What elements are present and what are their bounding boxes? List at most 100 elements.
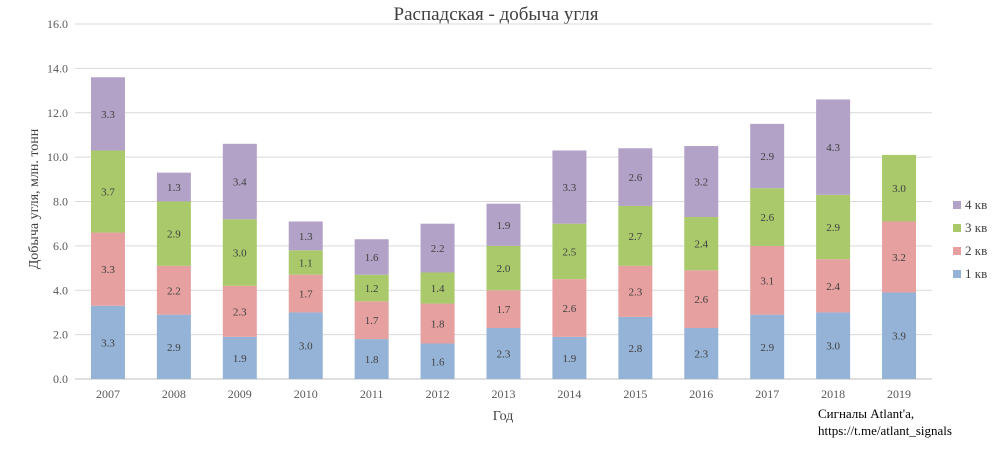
bar-segment bbox=[552, 279, 587, 337]
bar-segment bbox=[882, 292, 917, 379]
bar-segment bbox=[354, 301, 389, 340]
bar-segment bbox=[816, 99, 851, 195]
bar-segment bbox=[222, 143, 257, 220]
data-label: 1.8 bbox=[365, 354, 379, 366]
bar-segment bbox=[816, 312, 851, 379]
data-label: 1.9 bbox=[563, 353, 577, 365]
x-axis-title: Год bbox=[493, 409, 514, 424]
x-tick-label: 2008 bbox=[162, 387, 186, 401]
legend-label: 2 кв bbox=[965, 243, 987, 258]
data-label: 2.9 bbox=[167, 229, 181, 241]
legend-swatch bbox=[953, 224, 961, 232]
bar-segment bbox=[882, 154, 917, 222]
bar-segment bbox=[486, 203, 521, 246]
data-label: 2.9 bbox=[760, 151, 774, 163]
bar-segment bbox=[618, 148, 653, 206]
bar-segment bbox=[552, 150, 587, 224]
data-label: 2.9 bbox=[167, 342, 181, 354]
data-label: 1.9 bbox=[497, 220, 511, 232]
bar-segment bbox=[222, 285, 257, 337]
y-tick-label: 6.0 bbox=[53, 239, 68, 253]
data-label: 3.3 bbox=[101, 337, 115, 349]
x-tick-label: 2017 bbox=[755, 387, 779, 401]
data-label: 2.3 bbox=[694, 348, 708, 360]
bar-segment bbox=[684, 217, 719, 271]
x-tick-label: 2019 bbox=[887, 387, 911, 401]
bar-segment bbox=[156, 172, 191, 202]
data-label: 2.2 bbox=[167, 285, 181, 297]
data-label: 4.3 bbox=[826, 142, 840, 154]
bar-segment bbox=[882, 221, 917, 293]
bar-segment bbox=[420, 343, 455, 379]
legend-label: 1 кв bbox=[965, 266, 987, 281]
data-label: 2.3 bbox=[497, 348, 511, 360]
data-label: 2.9 bbox=[826, 222, 840, 234]
data-label: 2.6 bbox=[760, 212, 774, 224]
data-label: 2.4 bbox=[826, 281, 840, 293]
bar-segment bbox=[222, 219, 257, 286]
data-label: 2.4 bbox=[694, 239, 708, 251]
x-tick-label: 2016 bbox=[689, 387, 713, 401]
bar-segment bbox=[486, 327, 521, 379]
y-tick-label: 14.0 bbox=[47, 61, 68, 75]
data-label: 1.4 bbox=[431, 283, 445, 295]
bars bbox=[90, 77, 917, 379]
bar-segment bbox=[288, 312, 323, 379]
data-label: 1.6 bbox=[431, 356, 445, 368]
data-label: 1.3 bbox=[299, 231, 313, 243]
data-label: 3.1 bbox=[760, 275, 774, 287]
data-label: 2.6 bbox=[694, 294, 708, 306]
data-label: 3.3 bbox=[563, 182, 577, 194]
bar-segment bbox=[486, 290, 521, 328]
data-label: 1.7 bbox=[497, 304, 511, 316]
y-tick-label: 2.0 bbox=[53, 328, 68, 342]
bar-segment bbox=[750, 188, 785, 246]
y-axis-title: Добыча угля, млн. тонн bbox=[27, 128, 42, 269]
bar-segment bbox=[288, 274, 323, 313]
data-label: 1.7 bbox=[365, 315, 379, 327]
bar-segment bbox=[684, 146, 719, 218]
y-tick-label: 16.0 bbox=[47, 17, 68, 31]
y-tick-label: 12.0 bbox=[47, 106, 68, 120]
bar-segment bbox=[420, 303, 455, 344]
x-tick-label: 2009 bbox=[228, 387, 252, 401]
bar-segment bbox=[618, 316, 653, 379]
legend-swatch bbox=[953, 270, 961, 278]
legend-label: 3 кв bbox=[965, 220, 987, 235]
data-label: 2.8 bbox=[628, 343, 642, 355]
legend-swatch bbox=[953, 247, 961, 255]
bar-segment bbox=[90, 232, 125, 306]
y-axis-ticks: 0.0 2.0 4.0 6.0 8.0 10.0 12.0 14.0 16.0 bbox=[47, 17, 68, 386]
data-label: 2.3 bbox=[233, 306, 247, 318]
legend: 4 кв 3 кв 2 кв 1 кв bbox=[953, 197, 987, 281]
data-label: 1.8 bbox=[431, 319, 445, 331]
data-label: 3.4 bbox=[233, 177, 247, 189]
data-label: 2.2 bbox=[431, 243, 445, 255]
data-label: 3.7 bbox=[101, 187, 115, 199]
bar-segment bbox=[90, 150, 125, 233]
bar-segment bbox=[816, 259, 851, 313]
source-line-2: https://t.me/atlant_signals bbox=[818, 423, 952, 438]
x-tick-label: 2012 bbox=[426, 387, 450, 401]
data-label: 1.9 bbox=[233, 353, 247, 365]
x-tick-label: 2010 bbox=[294, 387, 318, 401]
data-label: 3.3 bbox=[101, 264, 115, 276]
data-label: 1.7 bbox=[299, 289, 313, 301]
bar-segment bbox=[156, 265, 191, 315]
x-tick-label: 2007 bbox=[96, 387, 120, 401]
data-label: 3.0 bbox=[233, 248, 247, 260]
data-label: 2.3 bbox=[628, 286, 642, 298]
bar-segment bbox=[288, 250, 323, 275]
bar-segment bbox=[618, 265, 653, 317]
data-label: 3.2 bbox=[694, 177, 708, 189]
bar-segment bbox=[750, 245, 785, 315]
bar-segment bbox=[354, 339, 389, 379]
data-label: 3.0 bbox=[892, 183, 906, 195]
y-tick-label: 4.0 bbox=[53, 283, 68, 297]
bar-segment bbox=[618, 205, 653, 266]
bar-segment bbox=[222, 336, 257, 379]
legend-label: 4 кв bbox=[965, 197, 987, 212]
bar-segment bbox=[420, 223, 455, 273]
x-axis-ticks: 2007 2008 2009 2010 2011 2012 2013 2014 2015 2016… bbox=[96, 387, 911, 401]
